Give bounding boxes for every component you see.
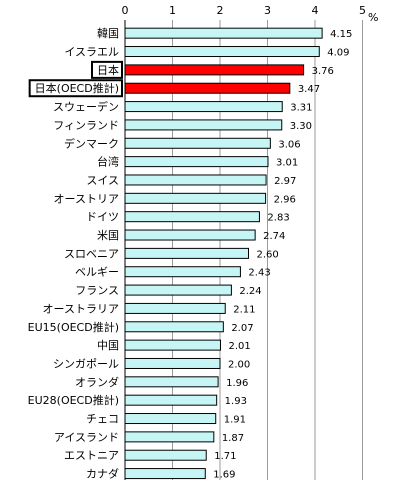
bar: [124, 266, 241, 278]
x-tick-label: 3: [264, 4, 271, 17]
bar: [124, 156, 269, 168]
category-label: オランダ: [75, 375, 119, 389]
value-label: 2.74: [263, 231, 285, 242]
value-label: 2.96: [274, 194, 296, 205]
bar: [124, 394, 218, 406]
category-label: 韓国: [97, 27, 119, 40]
bar: [124, 46, 320, 58]
value-label: 2.97: [274, 176, 296, 187]
unit-label: %: [368, 11, 378, 24]
category-label: スウェーデン: [53, 100, 119, 114]
value-label: 1.96: [226, 378, 248, 389]
bar: [124, 449, 207, 461]
bar: [124, 137, 271, 149]
bar: [124, 431, 215, 443]
category-label: アイスランド: [54, 431, 119, 444]
category-label: スロベニア: [64, 247, 119, 260]
bar: [124, 119, 283, 131]
x-tick-label: 1: [169, 4, 176, 17]
highlight-boxes: [28, 60, 123, 98]
category-label: エストニア: [64, 449, 119, 462]
category-label: EU28(OECD推計): [28, 393, 119, 407]
bar: [124, 284, 232, 296]
category-label: オーストラリア: [43, 302, 119, 315]
value-label: 3.06: [278, 139, 300, 150]
bar: [124, 192, 267, 204]
bar: [124, 339, 221, 351]
x-tick-label: 4: [312, 4, 319, 17]
value-label: 2.43: [248, 268, 270, 279]
value-label: 2.83: [267, 213, 289, 224]
category-label: 台湾: [97, 155, 119, 169]
category-label: チェコ: [86, 413, 119, 426]
value-label: 3.30: [290, 121, 312, 132]
category-label: カナダ: [86, 467, 119, 481]
value-label: 4.15: [330, 29, 352, 40]
bar: [124, 468, 206, 480]
value-label: 1.91: [224, 415, 246, 426]
x-tick-label: 5: [359, 4, 366, 17]
category-label: 中国: [97, 339, 119, 352]
bar: [124, 82, 291, 94]
value-label: 2.24: [239, 286, 261, 297]
x-tick-label: 2: [217, 4, 224, 17]
value-label: 4.09: [327, 48, 349, 59]
category-label: 日本(OECD推計): [35, 81, 119, 95]
value-label: 3.01: [276, 158, 298, 169]
bars: [124, 27, 323, 480]
category-label: ドイツ: [86, 211, 119, 224]
bar: [124, 302, 226, 314]
category-label: シンガポール: [53, 357, 119, 370]
value-label: 1.87: [222, 433, 244, 444]
bar: [124, 174, 267, 186]
bar: [124, 27, 323, 39]
value-label: 2.11: [233, 304, 255, 315]
value-label: 2.01: [228, 341, 250, 352]
category-label: デンマーク: [64, 136, 119, 150]
value-label: 1.71: [214, 451, 236, 462]
bar: [124, 376, 219, 388]
category-label: 米国: [97, 229, 119, 242]
x-axis-ticks: 0 1 2 3 4 5: [122, 4, 367, 17]
bar: [124, 64, 305, 76]
category-label: ベルギー: [75, 266, 119, 279]
bar: [124, 101, 283, 113]
value-label: 2.60: [257, 249, 279, 260]
bar: [124, 211, 260, 223]
bar: [124, 229, 256, 241]
value-label: 3.31: [290, 103, 312, 114]
category-label: イスラエル: [64, 46, 119, 59]
highlight-box: [28, 79, 123, 98]
value-label: 1.69: [213, 470, 235, 481]
bar: [124, 247, 249, 259]
category-label: EU15(OECD推計): [28, 320, 119, 334]
category-label: オーストリア: [54, 192, 119, 205]
value-label: 1.93: [225, 396, 247, 407]
value-label: 3.47: [298, 84, 320, 95]
value-labels: 4.15 4.09 3.76 3.47 3.31 3.30 3.06 3.01 2.97 2.96…: [213, 29, 352, 480]
category-label: スイス: [86, 174, 119, 187]
bar: [124, 357, 221, 369]
value-label: 2.00: [228, 359, 250, 370]
category-label: 日本: [97, 63, 119, 77]
x-tick-label: 0: [122, 4, 129, 17]
highlight-box: [91, 60, 123, 79]
bar: [124, 413, 217, 425]
category-label: フィンランド: [53, 119, 119, 132]
value-label: 3.76: [312, 66, 334, 77]
category-label: フランス: [75, 284, 119, 297]
bar: [124, 321, 224, 333]
value-label: 2.07: [231, 323, 253, 334]
